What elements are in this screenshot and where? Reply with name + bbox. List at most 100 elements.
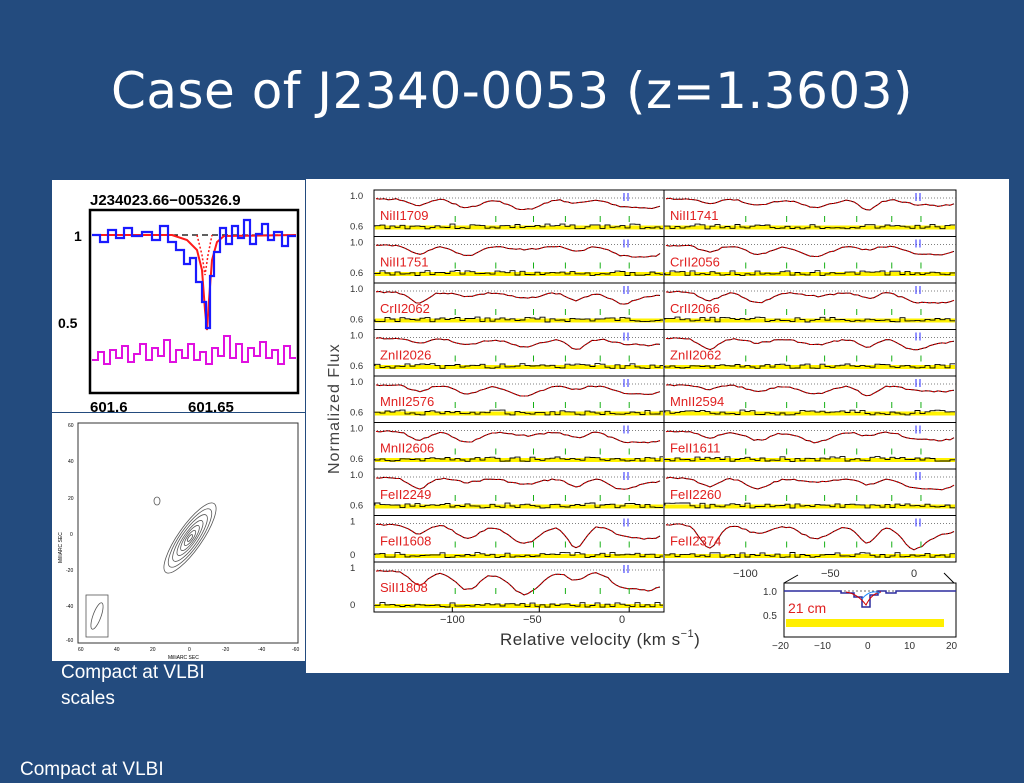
vlbi-x-tick: 40 [114,647,120,653]
residual-left [374,552,663,558]
inset-top-tick-0: 0 [911,568,917,580]
y-tick-top: 1.0 [350,377,363,388]
y-tick-bottom: 0.6 [350,501,363,512]
y-tick-top: 1.0 [350,191,363,202]
component-dots [196,234,213,276]
fit-right [665,337,955,351]
noise-band-left [375,365,663,369]
inset-x-tick: −10 [814,641,831,652]
line-label-left: FeII1608 [380,534,431,549]
residual-right [664,270,955,276]
vlbi-y-tick: 40 [68,459,74,465]
residual-left [374,456,663,462]
y-tick-top: 1.0 [350,424,363,435]
residual-right [664,409,955,416]
residual-right [664,456,955,462]
inset-x-tick: 10 [904,641,916,652]
y-tick-top: 1 [350,517,355,528]
spectrum-title: J234023.66−005326.9 [90,192,241,209]
line-label-left: MnII2606 [380,441,434,456]
line-label-right: FeII1611 [670,441,720,456]
residual-left [374,602,663,608]
inset-y-tick-05: 0.5 [763,611,777,622]
noise-band-left [375,504,663,509]
fit-left [375,430,661,444]
inset-pointer-right [943,572,955,584]
inset-label: 21 cm [788,600,826,616]
line-label-left: ZnII2026 [380,348,431,363]
line-label-left: NiII1709 [380,208,428,223]
residual-left [374,409,663,416]
vlbi-x-tick: 60 [78,647,84,653]
slide-title: Case of J2340-0053 (z=1.3603) [110,62,914,120]
data-histogram [92,218,296,330]
x-tick-minus50: −50 [523,614,542,626]
fit-left [375,337,661,350]
line-label-right: CrII2056 [670,255,720,270]
line-label-left: CrII2062 [380,301,430,316]
vlbi-y-tick: 60 [68,423,74,429]
residual-right [664,502,955,509]
line-label-right: FeII2374 [670,534,721,549]
residual-right [664,316,955,323]
fit-left [375,244,661,258]
residual-left [374,316,663,323]
y-tick-bottom: 0.6 [350,268,363,279]
inset-frame [783,582,957,638]
vlbi-x-tick: -60 [292,647,299,653]
residual-left [374,502,663,509]
inset-x-tick: −20 [772,641,789,652]
vlbi-caption: Compact at VLBI scales [61,662,205,709]
beam-ellipse [90,602,104,630]
residual-left [374,223,663,230]
fit-left [375,198,661,210]
fit-left [375,570,661,596]
fit-right [665,290,955,304]
inset-x-tick: 20 [946,641,958,652]
y-tick-bottom: 0.6 [350,222,363,233]
x-tick-0: 0 [619,614,625,626]
residual-right [664,223,955,230]
fit-left [375,290,660,305]
fit-right [665,430,955,444]
noise-band-left [375,225,663,230]
y-tick-bottom: 0 [350,600,355,611]
fit-right [665,476,955,491]
fit-left [375,476,661,490]
inset-pointer-left [783,574,799,584]
y-tick-top: 1 [350,563,355,574]
noise-band-left [375,604,663,608]
y-tick-top: 1.0 [350,284,363,295]
vlbi-caption-cut: Compact at VLBI [20,759,164,780]
spectrum-frame [88,208,300,395]
y-tick-05: 0.5 [58,315,78,331]
inset-fit [845,591,882,606]
y-tick-top: 1.0 [350,331,363,342]
fit-right [665,244,955,258]
x-tick-minus100: −100 [440,614,465,626]
noise-histogram [92,335,296,365]
noise-band-left [375,458,663,462]
line-label-right: ZnII2062 [670,348,721,363]
vlbi-y-tick: -60 [66,638,73,644]
y-tick-bottom: 0.6 [350,361,363,372]
inset-noise-band [786,619,944,627]
vlbi-y-tick: 20 [68,496,74,502]
noise-band-right [665,458,955,462]
vlbi-x-tick: -20 [222,647,229,653]
x-axis-label: Relative velocity (km s−1) [500,628,700,649]
line-label-left: MnII2576 [380,394,434,409]
x-tick-6016: 601.6 [90,399,128,412]
y-tick-bottom: 0 [350,550,355,561]
velocity-plot-figure: Normalized Flux Relative velocity (km s−… [306,179,1009,673]
residual-left [374,363,663,369]
inset-component [861,591,881,600]
y-tick-bottom: 0.6 [350,315,363,326]
y-tick-bottom: 0.6 [350,408,363,419]
y-tick-bottom: 0.6 [350,454,363,465]
fit-left [375,384,661,397]
line-label-left: FeII2249 [380,487,431,502]
fit-right [665,523,955,551]
source-contours [163,502,217,574]
y-tick-top: 1.0 [350,470,363,481]
